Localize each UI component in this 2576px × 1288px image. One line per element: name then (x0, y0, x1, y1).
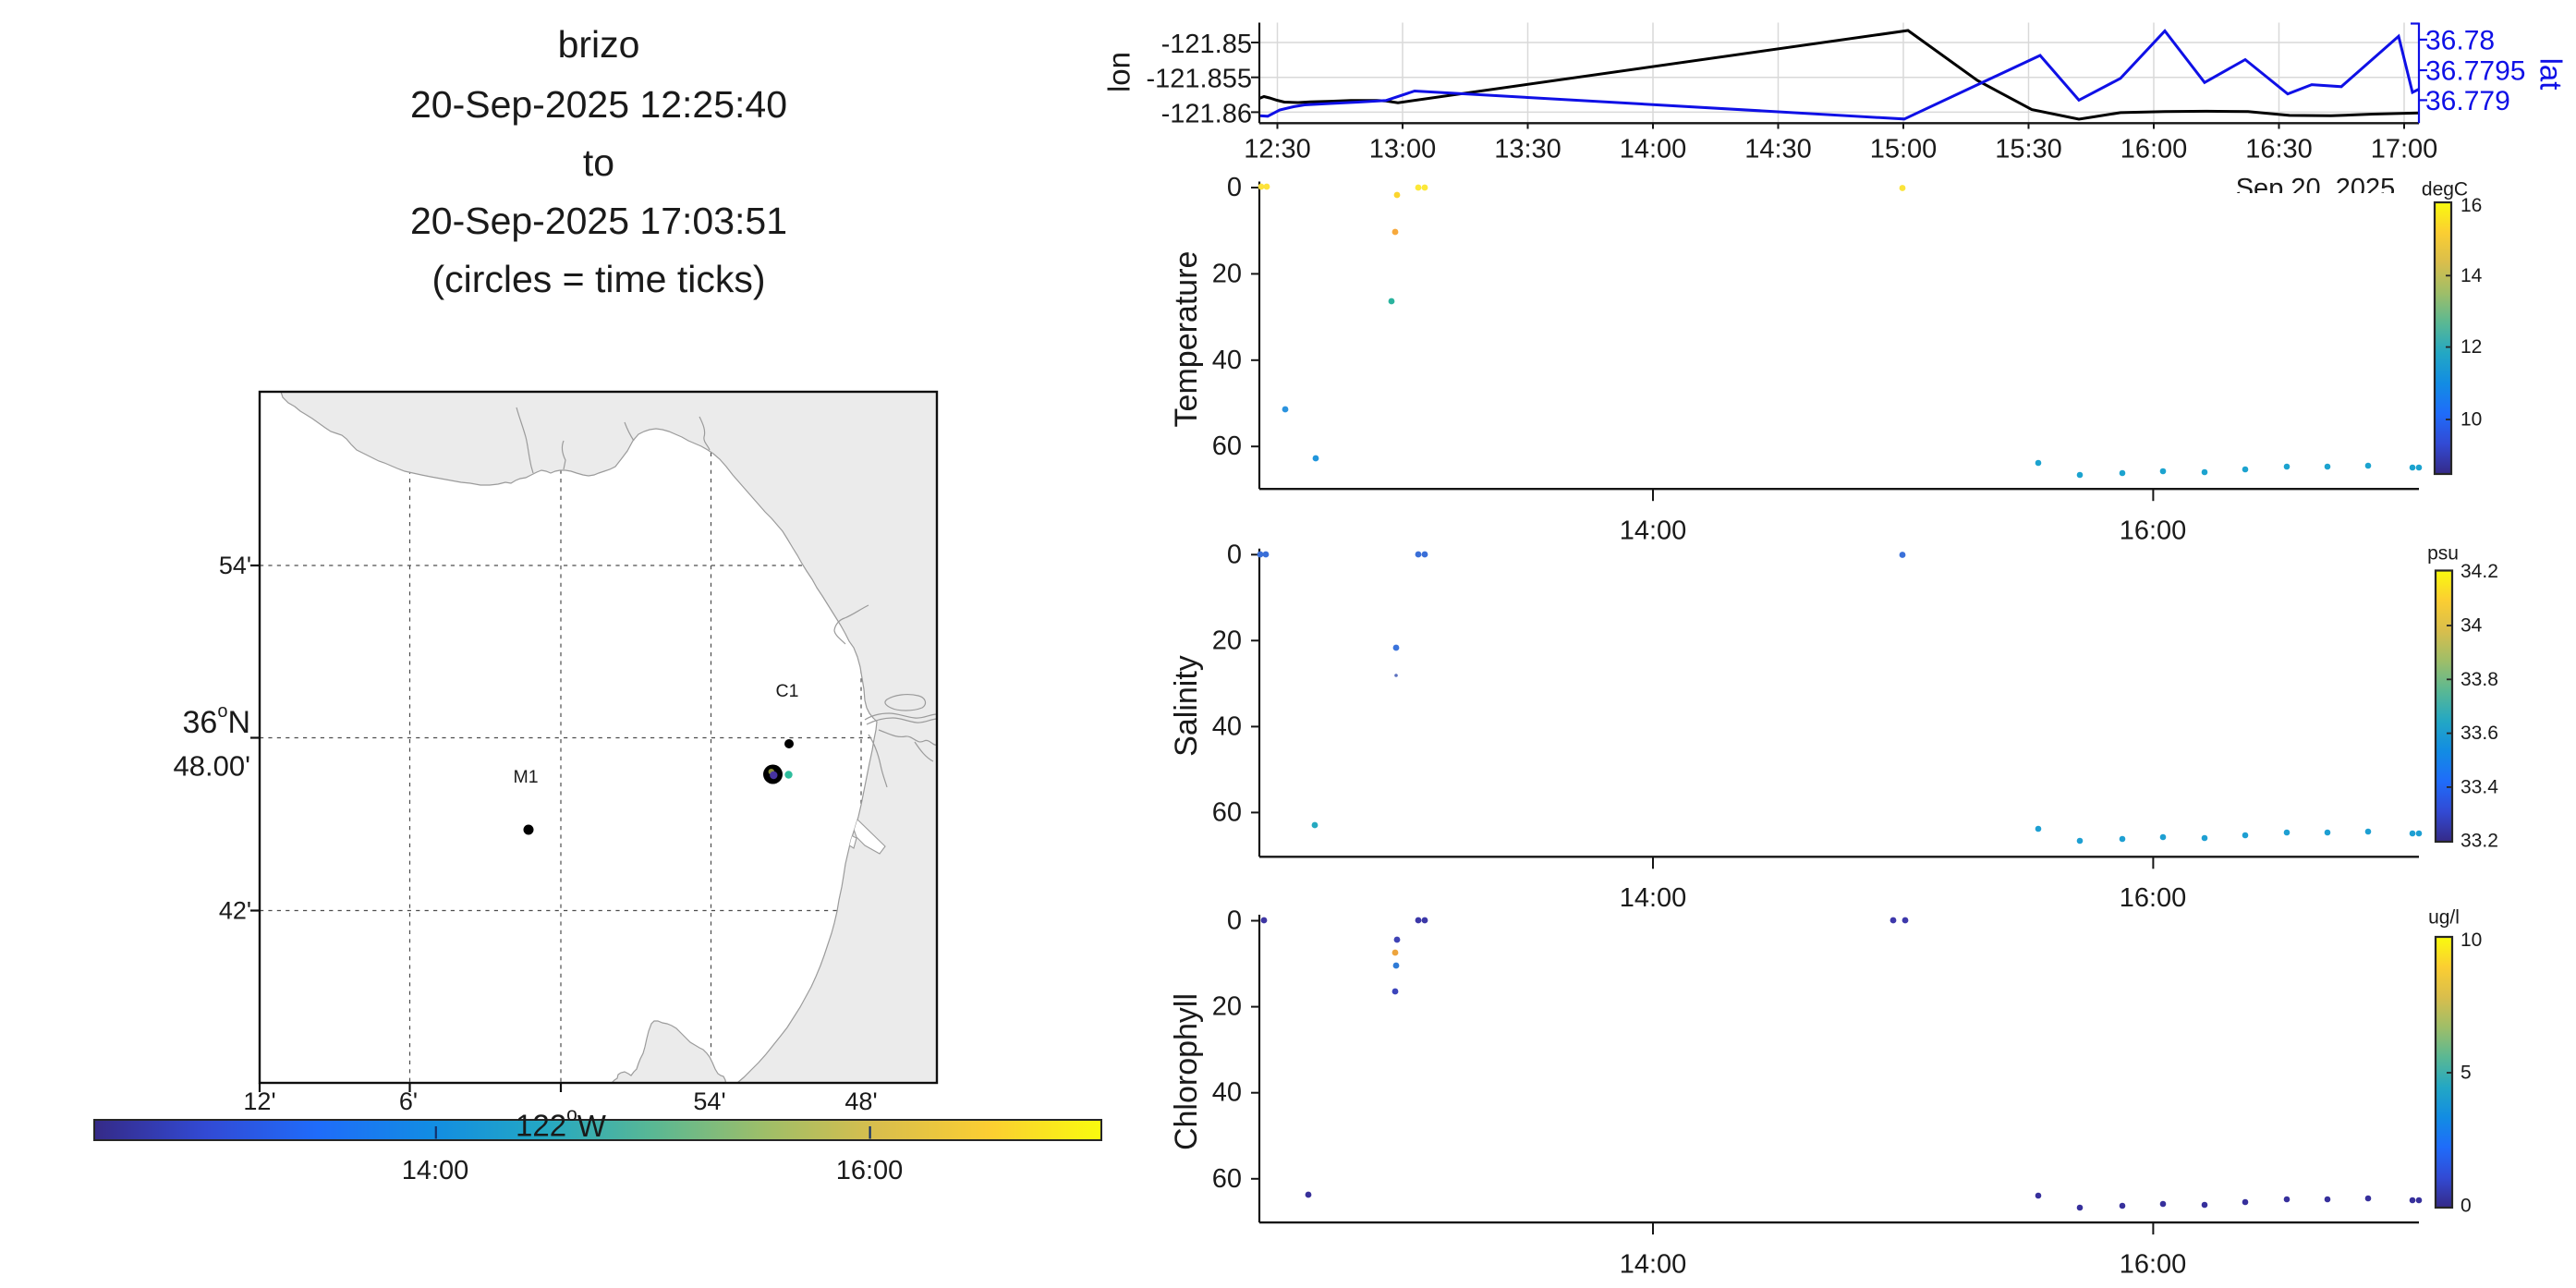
svg-text:-121.855: -121.855 (1147, 65, 1253, 94)
svg-text:20-Sep-2025 17:03:51: 20-Sep-2025 17:03:51 (410, 200, 787, 242)
svg-text:Temperature: Temperature (1169, 251, 1204, 428)
svg-text:5: 5 (2461, 1063, 2472, 1084)
svg-text:20: 20 (1212, 626, 1242, 655)
svg-text:14:00: 14:00 (1620, 883, 1687, 913)
svg-text:0: 0 (1227, 173, 1242, 202)
svg-text:Chlorophyll: Chlorophyll (1169, 993, 1204, 1150)
svg-text:brizo: brizo (558, 23, 640, 66)
svg-text:degC: degC (2422, 179, 2468, 200)
svg-text:12: 12 (2461, 336, 2482, 358)
svg-text:36.779: 36.779 (2425, 86, 2510, 116)
svg-text:0: 0 (1227, 540, 1242, 569)
svg-text:13:30: 13:30 (1494, 135, 1561, 164)
svg-text:16:00: 16:00 (2120, 516, 2187, 546)
svg-text:122oW: 122oW (516, 1104, 607, 1143)
svg-text:36.78: 36.78 (2425, 26, 2495, 56)
svg-text:60: 60 (1212, 797, 1242, 827)
svg-text:60: 60 (1212, 1164, 1242, 1194)
svg-text:40: 40 (1212, 346, 1242, 375)
svg-text:ug/l: ug/l (2428, 907, 2460, 929)
svg-text:16:00: 16:00 (2120, 883, 2187, 913)
svg-text:36oN: 36oN (182, 701, 250, 740)
svg-text:33.4: 33.4 (2461, 776, 2498, 797)
svg-text:14: 14 (2461, 265, 2483, 286)
svg-text:10: 10 (2461, 409, 2482, 431)
svg-text:14:00: 14:00 (1620, 1250, 1687, 1280)
svg-text:13:00: 13:00 (1369, 135, 1437, 164)
svg-text:16:00: 16:00 (2120, 135, 2188, 164)
svg-text:16:00: 16:00 (836, 1156, 904, 1185)
svg-text:10: 10 (2461, 930, 2482, 951)
svg-text:to: to (583, 141, 614, 184)
svg-text:20-Sep-2025 12:25:40: 20-Sep-2025 12:25:40 (410, 83, 787, 126)
svg-text:33.8: 33.8 (2461, 669, 2498, 690)
svg-text:(circles = time ticks): (circles = time ticks) (431, 258, 765, 300)
svg-text:12:30: 12:30 (1244, 135, 1311, 164)
svg-text:16: 16 (2461, 195, 2482, 216)
svg-text:34: 34 (2461, 615, 2483, 637)
svg-text:14:30: 14:30 (1744, 135, 1812, 164)
svg-text:33.6: 33.6 (2461, 723, 2498, 744)
svg-text:17:00: 17:00 (2371, 135, 2438, 164)
svg-text:14:00: 14:00 (1620, 516, 1687, 546)
svg-text:C1: C1 (776, 681, 799, 701)
svg-text:psu: psu (2427, 543, 2459, 565)
svg-text:14:00: 14:00 (1620, 135, 1687, 164)
svg-text:0: 0 (1227, 906, 1242, 936)
svg-text:15:00: 15:00 (1870, 135, 1938, 164)
svg-text:6': 6' (399, 1088, 418, 1115)
svg-text:0: 0 (2461, 1196, 2472, 1217)
svg-text:lon: lon (1102, 52, 1136, 92)
svg-text:48': 48' (844, 1088, 877, 1115)
svg-text:42': 42' (219, 897, 251, 925)
svg-text:34.2: 34.2 (2461, 561, 2498, 582)
svg-text:15:30: 15:30 (1995, 135, 2062, 164)
svg-text:M1: M1 (513, 767, 538, 787)
svg-text:-121.85: -121.85 (1161, 30, 1252, 59)
svg-text:36.7795: 36.7795 (2425, 56, 2525, 87)
svg-text:Salinity: Salinity (1169, 655, 1204, 757)
svg-text:40: 40 (1212, 711, 1242, 741)
svg-text:16:30: 16:30 (2245, 135, 2313, 164)
svg-text:48.00': 48.00' (174, 750, 251, 783)
svg-text:20: 20 (1212, 259, 1242, 288)
svg-text:14:00: 14:00 (402, 1156, 469, 1185)
svg-text:lat: lat (2534, 58, 2569, 91)
svg-text:16:00: 16:00 (2120, 1250, 2187, 1280)
svg-text:40: 40 (1212, 1078, 1242, 1108)
svg-text:54': 54' (693, 1088, 725, 1115)
svg-text:12': 12' (243, 1088, 275, 1115)
svg-text:60: 60 (1212, 431, 1242, 461)
svg-text:20: 20 (1212, 992, 1242, 1022)
svg-text:54': 54' (219, 552, 251, 579)
svg-text:-121.86: -121.86 (1161, 99, 1252, 128)
svg-text:33.2: 33.2 (2461, 831, 2498, 852)
